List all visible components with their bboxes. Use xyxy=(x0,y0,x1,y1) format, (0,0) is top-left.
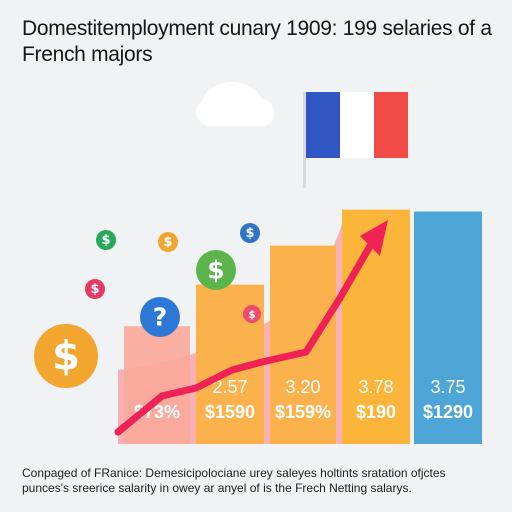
bar-value-label-3: 3.20 xyxy=(285,377,320,397)
bar-amount-label-2: $1590 xyxy=(205,402,255,422)
footer-line-2: punces's sreerice salarity in owey ar an… xyxy=(22,481,412,495)
bar-5 xyxy=(414,211,482,444)
cloud-icon xyxy=(196,82,274,126)
footer-line-1: Conpaged of FRanice: Demesicipolociane u… xyxy=(22,466,446,480)
bar-value-label-5: 3.75 xyxy=(430,377,465,397)
bar-value-label-4: 3.78 xyxy=(358,377,393,397)
bar-amount-label-3: $159% xyxy=(275,402,331,422)
bar-1 xyxy=(124,326,190,444)
svg-text:$: $ xyxy=(90,282,99,297)
dollar-coin-icon: $ xyxy=(96,230,116,250)
svg-text:$: $ xyxy=(248,308,256,321)
svg-text:$: $ xyxy=(245,226,254,241)
bar-amount-label-4: $190 xyxy=(356,402,396,422)
svg-text:$: $ xyxy=(52,333,80,379)
dollar-coin-icon: $ xyxy=(243,305,261,323)
svg-text:$: $ xyxy=(163,235,172,250)
dollar-coin-icon: $ xyxy=(85,279,105,299)
dollar-coin-icon: $ xyxy=(34,324,98,388)
bar-3 xyxy=(270,245,336,444)
dollar-coin-icon: $ xyxy=(158,232,178,252)
bar-value-label-2: 2.57 xyxy=(212,377,247,397)
dollar-coin-icon: $ xyxy=(196,250,236,290)
svg-text:?: ? xyxy=(153,302,168,331)
bar-amount-label-5: $1290 xyxy=(423,402,473,422)
france-flag-icon xyxy=(303,92,408,188)
svg-text:$: $ xyxy=(207,255,224,284)
chart-title: Domestitemployment cunary 1909: 199 sela… xyxy=(22,17,492,66)
question-icon: ? xyxy=(140,297,180,337)
dollar-coin-icon: $ xyxy=(240,223,260,243)
footer-caption: Conpaged of FRanice: Demesicipolociane u… xyxy=(22,466,502,496)
trend-arrow-icon xyxy=(114,220,388,436)
svg-text:$: $ xyxy=(101,233,110,248)
